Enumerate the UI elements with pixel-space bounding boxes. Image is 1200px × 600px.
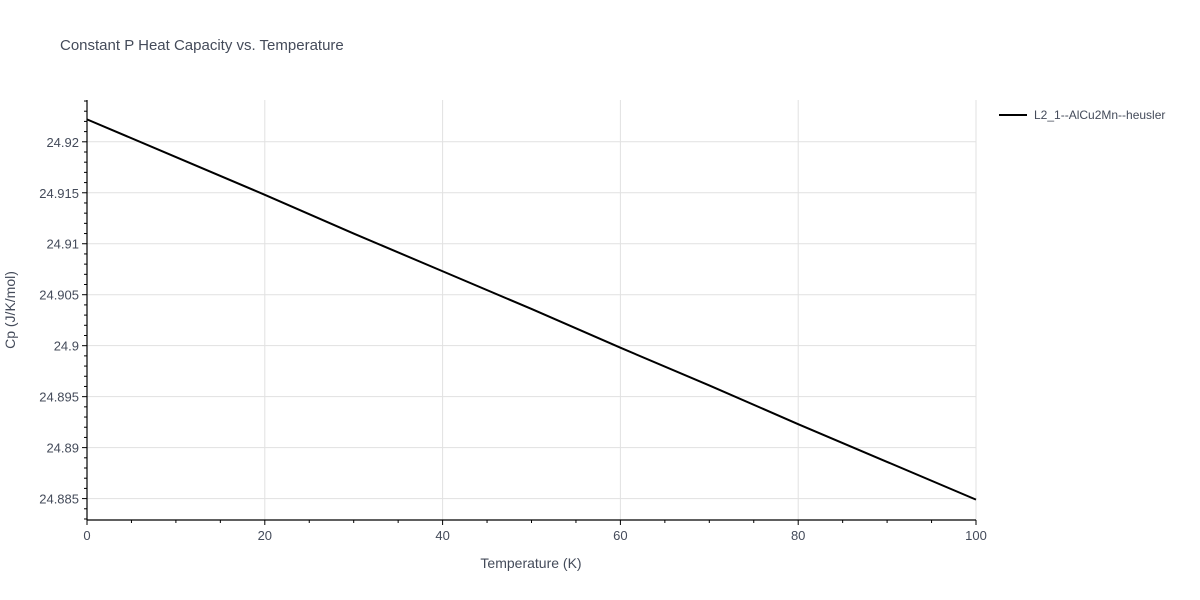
y-tick-label: 24.885 bbox=[39, 492, 79, 507]
y-tick-label: 24.905 bbox=[39, 288, 79, 303]
x-tick-label: 80 bbox=[791, 528, 805, 543]
y-tick-label: 24.915 bbox=[39, 186, 79, 201]
legend-item[interactable]: L2_1--AlCu2Mn--heusler bbox=[999, 108, 1165, 122]
y-tick-label: 24.92 bbox=[46, 135, 79, 150]
ticks: 0 20 40 60 80 100 24.885 24.89 24.895 24.9 24.905 2… bbox=[39, 100, 987, 543]
x-tick-label: 100 bbox=[965, 528, 987, 543]
x-tick-label: 0 bbox=[83, 528, 90, 543]
y-axis-title: Cp (J/K/mol) bbox=[2, 271, 18, 349]
chart-title: Constant P Heat Capacity vs. Temperature bbox=[60, 37, 344, 54]
legend[interactable]: L2_1--AlCu2Mn--heusler bbox=[999, 108, 1165, 122]
y-tick-label: 24.9 bbox=[54, 339, 79, 354]
x-axis-title: Temperature (K) bbox=[480, 555, 581, 571]
y-tick-label: 24.89 bbox=[46, 441, 79, 456]
y-tick-label: 24.91 bbox=[46, 237, 79, 252]
series-line bbox=[86, 118, 977, 501]
series-lines bbox=[86, 118, 977, 501]
legend-label: L2_1--AlCu2Mn--heusler bbox=[1034, 108, 1165, 122]
x-tick-label: 60 bbox=[613, 528, 627, 543]
y-tick-label: 24.895 bbox=[39, 390, 79, 405]
grid bbox=[87, 100, 977, 520]
x-tick-label: 20 bbox=[258, 528, 272, 543]
x-tick-label: 40 bbox=[435, 528, 449, 543]
